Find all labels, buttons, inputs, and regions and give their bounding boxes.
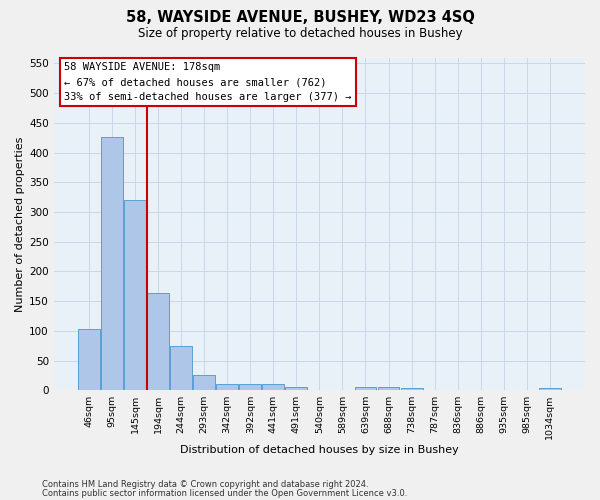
Bar (124, 200, 146, 390)
Bar (377, 387, 400, 390)
Bar (539, 388, 561, 390)
Bar (193, 376, 215, 390)
Bar (355, 387, 376, 390)
Bar (262, 384, 284, 390)
Text: Size of property relative to detached houses in Bushey: Size of property relative to detached ho… (137, 28, 463, 40)
Text: Contains public sector information licensed under the Open Government Licence v3: Contains public sector information licen… (42, 489, 407, 498)
X-axis label: Distribution of detached houses by size in Bushey: Distribution of detached houses by size … (180, 445, 459, 455)
Bar (78, 329, 100, 390)
Text: 58 WAYSIDE AVENUE: 178sqm
← 67% of detached houses are smaller (762)
33% of semi: 58 WAYSIDE AVENUE: 178sqm ← 67% of detac… (64, 62, 352, 102)
Bar (286, 387, 307, 390)
Bar (101, 136, 123, 390)
Bar (216, 384, 238, 390)
Y-axis label: Number of detached properties: Number of detached properties (15, 136, 25, 312)
Bar (239, 384, 261, 390)
Bar (170, 346, 192, 390)
Text: Contains HM Land Registry data © Crown copyright and database right 2024.: Contains HM Land Registry data © Crown c… (42, 480, 368, 489)
Text: 58, WAYSIDE AVENUE, BUSHEY, WD23 4SQ: 58, WAYSIDE AVENUE, BUSHEY, WD23 4SQ (125, 10, 475, 25)
Bar (147, 294, 169, 390)
Bar (401, 388, 422, 390)
